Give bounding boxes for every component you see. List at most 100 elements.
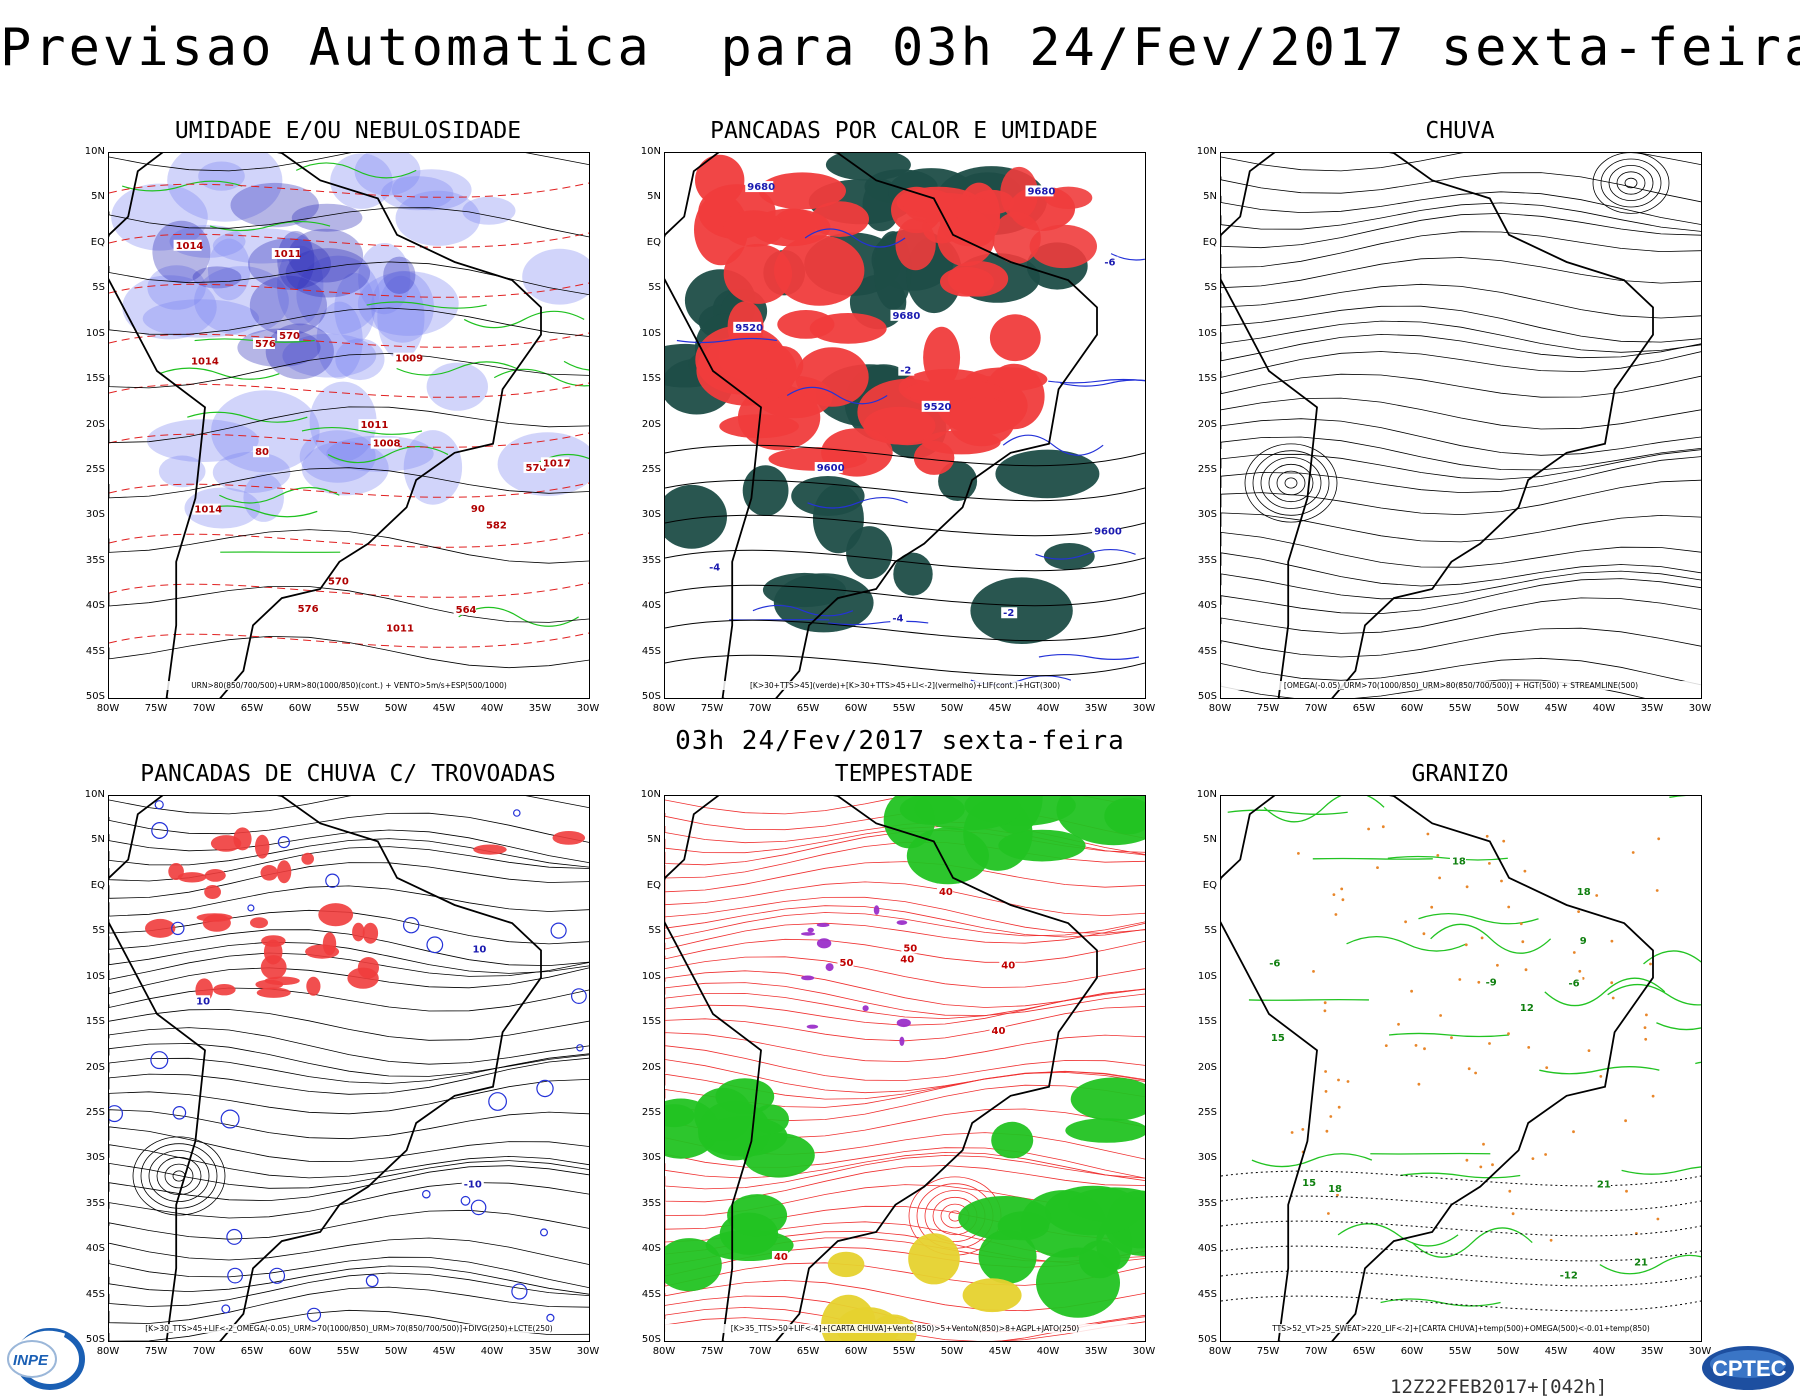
- temperature-contour: [1544, 977, 1666, 1007]
- divergence-contour: [226, 1228, 243, 1245]
- shaded-area: [873, 905, 880, 915]
- streamline: [1221, 657, 1701, 686]
- omega-dot: [1414, 1044, 1418, 1047]
- contour-label: 9600: [1094, 527, 1122, 538]
- vortex-ring: [156, 1156, 202, 1196]
- vortex-ring: [132, 1136, 226, 1216]
- shaded-area: [473, 844, 507, 855]
- streamline: [1221, 456, 1701, 494]
- streamline: [109, 1027, 589, 1065]
- lat-label: 35S: [641, 1197, 661, 1209]
- lat-label: EQ: [646, 236, 661, 248]
- vortex-ring: [1260, 457, 1322, 509]
- panel-title: GRANIZO: [1411, 761, 1509, 787]
- contour-label: 1011: [360, 420, 388, 431]
- contour-label: 1008: [373, 439, 401, 450]
- divergence-contour: [172, 1105, 187, 1120]
- temperature-contour: [1695, 1061, 1701, 1065]
- shaded-area: [801, 932, 816, 936]
- forecast-map: 18 18 15 21 -6 -6 12 9 15 -9 -12 18 21 TTS>52_VT>25_S…: [1220, 795, 1702, 1342]
- humidity-contour: [301, 426, 423, 435]
- shaded-area: [723, 243, 793, 304]
- streamline: [109, 1144, 589, 1179]
- shaded-area: [213, 984, 236, 996]
- shaded-area: [285, 248, 371, 298]
- streamline: [109, 406, 589, 444]
- lat-label: 35S: [85, 1197, 105, 1209]
- contour-label-bg: [814, 462, 843, 474]
- contour-label-bg: [1632, 1256, 1649, 1268]
- omega-dot: [1511, 1212, 1515, 1216]
- streamline: [665, 988, 1145, 1026]
- shaded-area: [192, 266, 242, 289]
- omega-dot: [1325, 1129, 1329, 1133]
- divergence-contour: [536, 1079, 554, 1098]
- thickness-contour: [109, 332, 589, 348]
- contour-label: 9520: [924, 402, 952, 413]
- streamline: [665, 796, 1145, 815]
- contour-label-bg: [277, 330, 300, 342]
- lat-label: 20S: [85, 418, 105, 430]
- lon-label: 75W: [1256, 703, 1280, 714]
- contour-label: 40: [900, 955, 914, 966]
- lon-label: 55W: [1448, 1346, 1472, 1357]
- contour-label-bg: [192, 503, 221, 515]
- panel-caption: [K>30_TTS>45+LIF<-2_OMEGA(-0.05)_URM>70(…: [109, 1324, 589, 1333]
- contour-label-bg: [1517, 1002, 1534, 1014]
- thickness-contour: [109, 582, 589, 598]
- lat-label: 50S: [1197, 1334, 1217, 1345]
- contour-label-bg: [358, 419, 387, 431]
- shaded-area: [694, 1087, 753, 1142]
- omega-dot: [1519, 922, 1523, 926]
- vortex-ring: [148, 1150, 210, 1202]
- streamline: [1221, 333, 1701, 362]
- lon-label: 35W: [528, 703, 552, 714]
- humidity-contour: [563, 360, 589, 371]
- contour-label-bg: [1267, 957, 1284, 969]
- panel-caption: [K>30+TTS>45](verde)+[K>30+TTS>45+LI<-2]…: [665, 681, 1145, 690]
- thickness-contour: [109, 382, 589, 398]
- omega-dot: [1337, 1105, 1341, 1109]
- shaded-area: [998, 829, 1086, 862]
- lat-label: 10S: [85, 970, 105, 982]
- thickness-contour: [109, 232, 589, 248]
- shaded-area: [807, 927, 814, 933]
- lon-label: 60W: [844, 703, 868, 714]
- streamline: [1221, 231, 1701, 268]
- panel-title: PANCADAS POR CALOR E UMIDADE: [710, 118, 1098, 144]
- lon-label: 30W: [1132, 1346, 1156, 1357]
- lat-label: 45S: [85, 645, 105, 657]
- contour-label: 1017: [543, 458, 571, 469]
- shaded-area: [978, 1229, 1037, 1284]
- contour-label-bg: [173, 239, 202, 251]
- contour-label: -2: [900, 366, 911, 377]
- shaded-area: [243, 473, 284, 522]
- shaded-area: [723, 210, 785, 247]
- lat-label: 40S: [1197, 600, 1217, 612]
- lat-label: 15S: [85, 373, 105, 385]
- lat-label: 45S: [1197, 1288, 1217, 1300]
- shaded-area: [212, 451, 291, 493]
- lon-label: 40W: [480, 1346, 504, 1357]
- lif-contour: [1035, 548, 1136, 560]
- shaded-area: [277, 231, 315, 290]
- inpe-logo: INPE: [7, 1328, 85, 1390]
- omega-dot: [1458, 978, 1462, 981]
- continent-outline: [1221, 153, 1654, 698]
- lif-contour: [828, 620, 929, 626]
- shaded-area: [357, 271, 459, 336]
- humidity-contour: [463, 310, 585, 329]
- streamline: [1221, 397, 1701, 430]
- omega-dot: [1521, 940, 1525, 944]
- lat-label: 20S: [1197, 418, 1217, 430]
- shaded-area: [301, 852, 314, 865]
- omega-dot: [1502, 839, 1506, 843]
- shaded-area: [177, 872, 207, 883]
- contour-label: -9: [1486, 977, 1497, 988]
- lif-contour: [1060, 379, 1145, 387]
- shaded-area: [1029, 224, 1097, 269]
- omega-dot: [1482, 1142, 1485, 1146]
- streamline: [109, 529, 589, 564]
- shaded-area: [204, 885, 221, 899]
- contour-label-bg: [898, 364, 915, 376]
